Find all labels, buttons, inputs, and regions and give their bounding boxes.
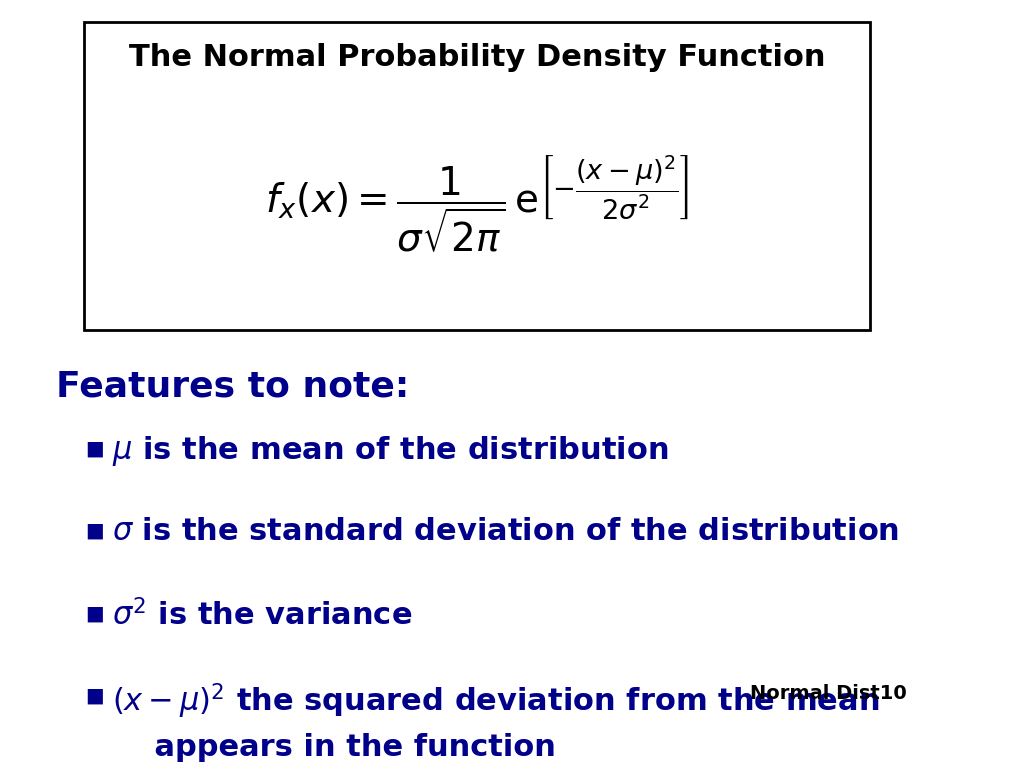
Text: $(x - \mu)^2$ the squared deviation from the mean
    appears in the function: $(x - \mu)^2$ the squared deviation from… xyxy=(113,682,880,762)
FancyBboxPatch shape xyxy=(84,22,869,330)
Text: Features to note:: Features to note: xyxy=(56,369,410,403)
Text: $f_x(x) = \dfrac{1}{\sigma\sqrt{2\pi}}\,\mathrm{e}^{\left[-\dfrac{(x-\mu)^2}{2\s: $f_x(x) = \dfrac{1}{\sigma\sqrt{2\pi}}\,… xyxy=(265,154,689,255)
Text: ▪: ▪ xyxy=(84,682,104,710)
Text: Normal Dist10: Normal Dist10 xyxy=(751,684,907,703)
Text: ▪: ▪ xyxy=(84,517,104,545)
Text: The Normal Probability Density Function: The Normal Probability Density Function xyxy=(129,43,825,72)
Text: $\mu$ is the mean of the distribution: $\mu$ is the mean of the distribution xyxy=(113,434,669,468)
Text: ▪: ▪ xyxy=(84,599,104,628)
Text: ▪: ▪ xyxy=(84,434,104,463)
Text: $\sigma^2$ is the variance: $\sigma^2$ is the variance xyxy=(113,599,413,631)
Text: $\sigma$ is the standard deviation of the distribution: $\sigma$ is the standard deviation of th… xyxy=(113,517,899,545)
